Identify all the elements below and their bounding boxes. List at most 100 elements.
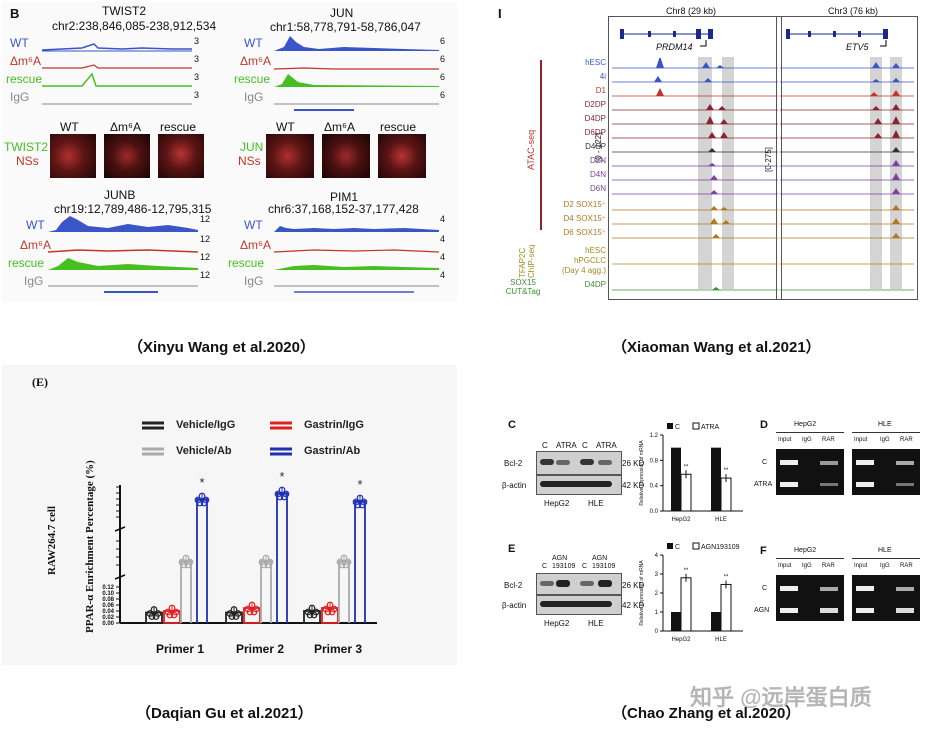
locus-gene-jun: JUN bbox=[330, 6, 354, 20]
data-point bbox=[278, 486, 286, 494]
locus-coords-twist2: chr2:238,846,085-238,912,534 bbox=[52, 19, 217, 33]
panel-b: B TWIST2 chr2:238,846,085-238,912,534 WT… bbox=[2, 2, 457, 302]
micrograph-wt-1 bbox=[50, 134, 96, 178]
pcr-d-row-atra: ATRA bbox=[754, 481, 773, 488]
atac-peak bbox=[708, 148, 716, 152]
data-point bbox=[340, 554, 348, 562]
bar bbox=[671, 612, 681, 631]
x-tick-label: Primer 3 bbox=[314, 642, 362, 656]
wb-c-kd-1: 26 KD bbox=[622, 459, 645, 468]
label-e: E bbox=[508, 543, 516, 555]
micro-head-rescue-1: rescue bbox=[160, 120, 197, 134]
locus-gene-twist2: TWIST2 bbox=[102, 4, 146, 18]
tracks-jun bbox=[274, 36, 439, 111]
panel-i: I Chr8 (29 kb) Chr3 (76 kb) PRDM14 ETV5 … bbox=[490, 2, 930, 302]
pcr-f-lane: IgG bbox=[880, 563, 890, 569]
data-point bbox=[198, 492, 206, 500]
legend-label: AGN193109 bbox=[701, 544, 740, 551]
y-tick-label: 0.8 bbox=[650, 458, 659, 464]
micrograph-wt-2 bbox=[266, 134, 314, 178]
pcr-f-lane: IgG bbox=[802, 563, 812, 569]
atac-peak bbox=[708, 132, 716, 138]
significance-mark: * bbox=[357, 477, 362, 492]
label-d: D bbox=[760, 419, 768, 431]
pcr-band bbox=[780, 608, 798, 613]
atac-peak bbox=[892, 205, 900, 210]
data-point bbox=[246, 608, 254, 616]
locus-box-chr3 bbox=[776, 16, 918, 300]
group-sox15: SOX15 CUT&Tag bbox=[505, 278, 541, 296]
scale-1d: 3 bbox=[194, 90, 200, 100]
cond-rescue-4: rescue bbox=[228, 256, 265, 270]
cond-dm6a-2: Δm⁶A bbox=[240, 54, 271, 68]
scale-2c: 6 bbox=[440, 72, 446, 82]
track-name: D1 bbox=[595, 86, 606, 95]
scale-1c: 3 bbox=[194, 72, 200, 82]
x-tick-label: HLE bbox=[715, 517, 727, 523]
micrograph-rescue-1 bbox=[158, 134, 204, 178]
legend-label: Vehicle/Ab bbox=[176, 445, 232, 457]
micro-head-wt-2: WT bbox=[276, 120, 295, 134]
legend-swatch bbox=[667, 543, 673, 549]
y-tick-label: 0.0 bbox=[650, 509, 659, 515]
atac-peak bbox=[892, 78, 900, 82]
pcr-band bbox=[896, 587, 914, 591]
atac-peak bbox=[656, 88, 664, 96]
pcr-f-row-agn: AGN bbox=[754, 607, 770, 614]
legend-swatch bbox=[692, 422, 700, 430]
wb-e-lane-4: AGN 193109 bbox=[592, 555, 616, 570]
significance-mark: ** bbox=[724, 468, 729, 474]
atac-peak bbox=[892, 104, 900, 110]
significance-mark: ** bbox=[684, 568, 689, 574]
x-tick-label: Primer 2 bbox=[236, 642, 284, 656]
bar bbox=[680, 577, 692, 632]
atac-peak bbox=[872, 62, 880, 68]
bar bbox=[711, 612, 721, 631]
y-axis-label: Relative expression of mRNA bbox=[639, 560, 645, 626]
wb-c-band bbox=[598, 460, 612, 465]
x-tick-label: Primer 1 bbox=[156, 642, 204, 656]
pcr-f-row-c: C bbox=[762, 585, 768, 592]
bar bbox=[720, 477, 732, 512]
pcr-d-row-c: C bbox=[762, 459, 768, 466]
y-tick-label: 0.06 bbox=[102, 603, 114, 609]
pcr-d-cell-1: HepG2 bbox=[794, 421, 817, 428]
data-point bbox=[180, 561, 188, 569]
locus-coords-pim1: chr6:37,168,152-37,177,428 bbox=[268, 202, 419, 216]
enrichment-chart: Vehicle/IgG Gastrin/IgG Vehicle/Ab Gastrin/… bbox=[102, 419, 377, 656]
significance-mark: * bbox=[199, 475, 204, 490]
atac-tracks bbox=[612, 58, 914, 291]
pcr-band bbox=[856, 482, 874, 487]
atac-peak bbox=[718, 106, 726, 110]
data-point bbox=[264, 561, 272, 569]
cond-rescue-3: rescue bbox=[8, 256, 45, 270]
x-tick-label: HepG2 bbox=[671, 517, 691, 523]
pcr-d-lane: IgG bbox=[802, 437, 812, 443]
atac-peak bbox=[892, 63, 900, 68]
wb-c-band bbox=[540, 481, 612, 487]
caption-bottom-right: （Chao Zhang et al.2020） bbox=[612, 705, 801, 722]
gene-models bbox=[620, 29, 888, 47]
atac-peak bbox=[654, 76, 662, 82]
panel-b-label: B bbox=[10, 6, 20, 21]
pcr-d-lane: Input bbox=[854, 437, 868, 443]
gene-etv5: ETV5 bbox=[846, 42, 869, 52]
data-point bbox=[168, 604, 176, 612]
legend-label: Gastrin/Ab bbox=[304, 445, 361, 457]
scale-4c: 4 bbox=[440, 252, 446, 262]
data-point bbox=[248, 601, 256, 609]
cond-igg-2: IgG bbox=[244, 90, 264, 104]
atac-peak bbox=[706, 116, 714, 124]
y-tick-label: 4 bbox=[655, 553, 659, 559]
pcr-d-line bbox=[852, 432, 920, 433]
legend-swatch bbox=[692, 542, 700, 550]
pcr-band bbox=[820, 608, 838, 613]
scale-1a: 3 bbox=[194, 36, 200, 46]
micro-head-wt-1: WT bbox=[60, 120, 79, 134]
pcr-band bbox=[896, 608, 914, 613]
data-point bbox=[308, 604, 316, 612]
bar-chart-e: 0 1 2 3 4 Relative expression of mRNA C AGN1931… bbox=[639, 542, 743, 643]
atac-peak bbox=[716, 65, 724, 68]
pcr-f-line bbox=[776, 558, 844, 559]
atac-peak bbox=[706, 104, 714, 110]
